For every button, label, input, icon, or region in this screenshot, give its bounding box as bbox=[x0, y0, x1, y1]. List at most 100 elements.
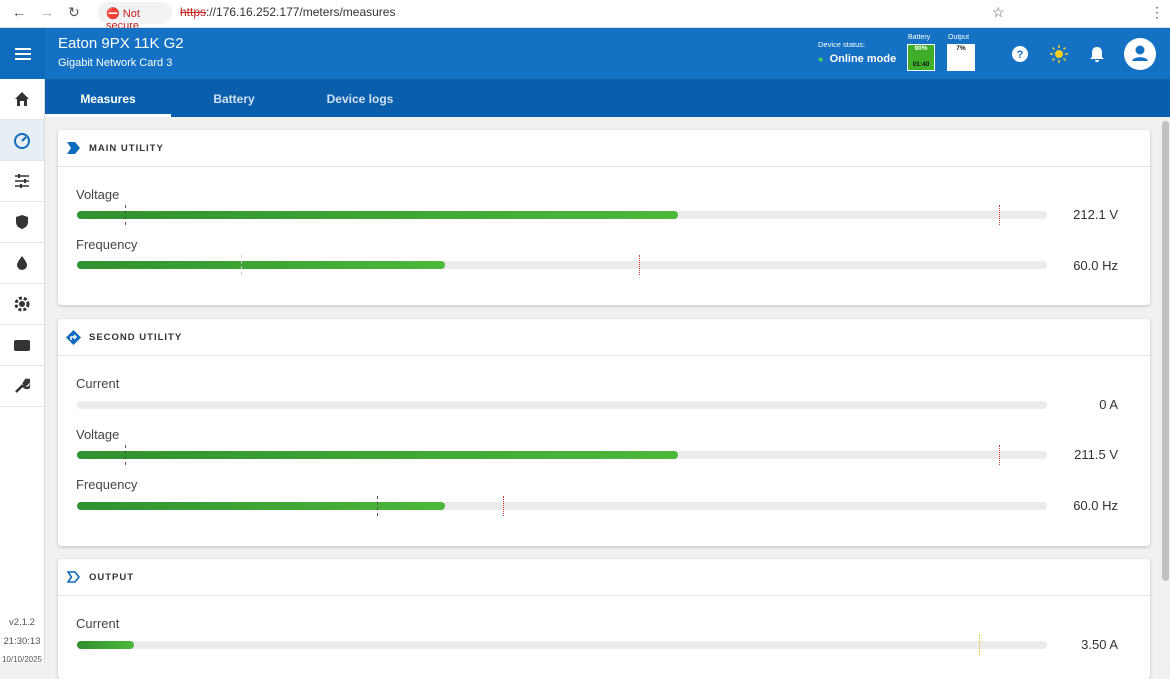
row-value: 60.0 Hz bbox=[1073, 498, 1118, 513]
url-scheme: https bbox=[180, 5, 207, 19]
progress-bar bbox=[77, 205, 1047, 225]
battery-time: 01:40 bbox=[912, 61, 930, 68]
forward-button[interactable]: → bbox=[40, 4, 54, 20]
progress-bar bbox=[77, 401, 1047, 409]
bookmark-button[interactable]: ☆ bbox=[992, 4, 1005, 20]
bar-fill bbox=[77, 451, 678, 459]
icon bbox=[17, 256, 27, 270]
row-value: 211.5 V bbox=[1074, 447, 1118, 462]
bar-fill bbox=[77, 211, 678, 219]
output-gauge[interactable]: 7% bbox=[947, 44, 975, 71]
tab-bar: Measures Battery Device logs bbox=[45, 79, 1170, 117]
section-title: OUTPUT bbox=[89, 572, 135, 583]
row-label: Current bbox=[76, 376, 120, 391]
section-card: SECOND UTILITY Current 0 A Voltage 211.5… bbox=[58, 319, 1150, 546]
home-icon[interactable] bbox=[0, 79, 44, 120]
device-title: Eaton 9PX 11K G2 bbox=[58, 35, 184, 52]
back-button[interactable]: ← bbox=[12, 4, 26, 20]
browser-menu[interactable]: ⋮ bbox=[1150, 4, 1164, 20]
battery-percent: 90% bbox=[914, 45, 928, 52]
svg-text:?: ? bbox=[1017, 49, 1024, 61]
tab[interactable]: Device logs bbox=[326, 92, 394, 106]
ups-icon[interactable] bbox=[0, 325, 44, 366]
battery-gauge[interactable]: 90% 01:40 bbox=[907, 44, 935, 71]
bar-fill bbox=[77, 641, 134, 649]
tab[interactable]: Battery bbox=[213, 92, 255, 106]
section-header[interactable]: SECOND UTILITY bbox=[58, 319, 1150, 356]
bar-fill bbox=[77, 261, 445, 269]
app-header: Eaton 9PX 11K G2 Gigabit Network Card 3 … bbox=[45, 28, 1170, 79]
threshold-marker bbox=[125, 205, 126, 225]
section-title: MAIN UTILITY bbox=[89, 143, 164, 154]
section-card: MAIN UTILITY Voltage 212.1 V Frequency 6… bbox=[58, 130, 1150, 305]
threshold-marker bbox=[503, 496, 504, 516]
sidebar: v2.1.2 21:30:13 10/10/2025 bbox=[0, 28, 45, 664]
threshold-marker bbox=[377, 496, 378, 516]
icon bbox=[14, 340, 30, 351]
url-rest: ://176.16.252.177/meters/measures bbox=[206, 5, 396, 19]
row-label: Frequency bbox=[76, 237, 138, 252]
version: v2.1.2 bbox=[9, 617, 35, 628]
clock-date: 10/10/2025 bbox=[1, 655, 43, 664]
security-icon[interactable] bbox=[0, 202, 44, 243]
threshold-marker bbox=[639, 255, 640, 275]
row-label: Frequency bbox=[76, 477, 138, 492]
icon bbox=[15, 174, 29, 188]
section-icon bbox=[66, 330, 81, 345]
energy-icon[interactable] bbox=[0, 243, 44, 284]
row-value: 60.0 Hz bbox=[1073, 258, 1118, 273]
section-card: OUTPUT Current 3.50 A bbox=[58, 559, 1150, 679]
help-icon[interactable]: ? bbox=[1012, 46, 1028, 62]
meters-icon[interactable] bbox=[0, 120, 44, 161]
threshold-marker bbox=[979, 635, 980, 655]
notifications-icon[interactable] bbox=[1089, 46, 1105, 63]
row-label: Current bbox=[76, 616, 120, 631]
output-label: Output bbox=[948, 34, 970, 41]
icon bbox=[14, 133, 30, 149]
icon bbox=[15, 92, 29, 106]
output-percent: 7% bbox=[956, 45, 966, 52]
bar-fill bbox=[77, 502, 445, 510]
status: ● Online mode bbox=[818, 53, 897, 65]
row-label: Voltage bbox=[76, 187, 120, 202]
menu-button[interactable] bbox=[0, 28, 45, 79]
maintenance-icon[interactable] bbox=[0, 366, 44, 407]
user-avatar[interactable] bbox=[1124, 38, 1156, 70]
threshold-marker bbox=[999, 445, 1000, 465]
reload-button[interactable]: ↻ bbox=[68, 4, 80, 20]
theme-icon[interactable] bbox=[1050, 45, 1068, 63]
section-header[interactable]: OUTPUT bbox=[58, 559, 1150, 596]
scrollbar-thumb[interactable] bbox=[1162, 121, 1169, 581]
row-value: 3.50 A bbox=[1081, 637, 1118, 652]
progress-bar bbox=[77, 496, 1047, 516]
icon bbox=[14, 296, 30, 312]
section-icon bbox=[67, 571, 80, 583]
row-label: Voltage bbox=[76, 427, 120, 442]
section-header[interactable]: MAIN UTILITY bbox=[58, 130, 1150, 167]
section-title: SECOND UTILITY bbox=[89, 332, 183, 343]
row-value: 0 A bbox=[1099, 397, 1118, 412]
row-value: 212.1 V bbox=[1073, 207, 1118, 222]
threshold-marker bbox=[125, 445, 126, 465]
threshold-marker bbox=[241, 255, 242, 275]
settings-sliders-icon[interactable] bbox=[0, 161, 44, 202]
section-icon bbox=[67, 142, 80, 154]
settings-icon[interactable] bbox=[0, 284, 44, 325]
icon bbox=[15, 378, 30, 393]
progress-bar bbox=[77, 445, 1047, 465]
device-subtitle: Gigabit Network Card 3 bbox=[58, 57, 173, 69]
battery-label: Battery bbox=[908, 34, 931, 41]
scrollbar[interactable] bbox=[1161, 117, 1170, 663]
progress-bar bbox=[77, 635, 1047, 655]
clock-time: 21:30:13 bbox=[3, 636, 41, 647]
browser-bar: ← → ↻ ⛔ Not secure https://176.16.252.17… bbox=[0, 0, 1170, 32]
url[interactable]: https://176.16.252.177/meters/measures bbox=[180, 5, 395, 19]
status-text: Online mode bbox=[829, 53, 897, 65]
security-indicator[interactable]: ⛔ Not secure bbox=[98, 2, 172, 32]
tab[interactable]: Measures bbox=[45, 79, 171, 117]
icon bbox=[14, 47, 31, 60]
progress-bar bbox=[77, 255, 1047, 275]
status-label: Device status: bbox=[818, 40, 866, 49]
icon bbox=[16, 215, 28, 229]
